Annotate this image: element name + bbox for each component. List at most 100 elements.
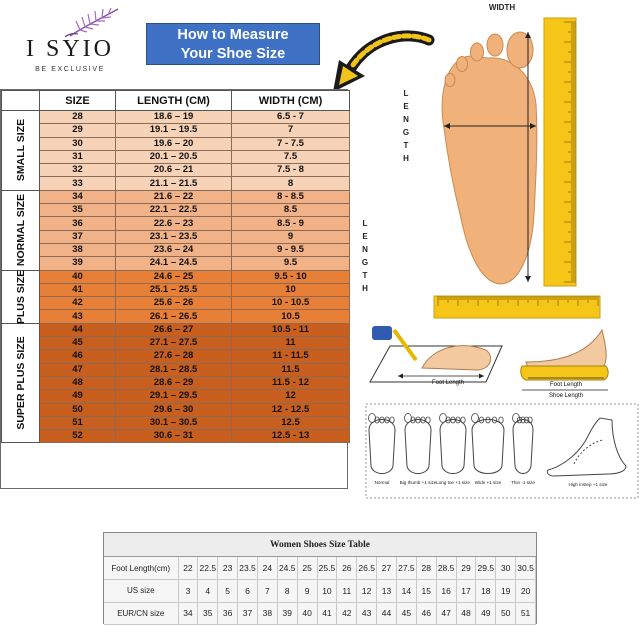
length-cell: 19.1 – 19.5 bbox=[115, 123, 232, 138]
women-size-cell: 16 bbox=[436, 579, 457, 603]
size-cell: 29 bbox=[39, 123, 116, 138]
size-cell: 30 bbox=[39, 136, 116, 151]
women-size-cell: 23.5 bbox=[237, 557, 258, 580]
women-size-cell: 30 bbox=[495, 557, 517, 580]
length-cell: 19.6 – 20 bbox=[115, 136, 232, 151]
women-size-cell: 3 bbox=[178, 579, 199, 603]
foot-type-outline-icon: Thin -1 size bbox=[511, 413, 535, 485]
women-size-cell: 37 bbox=[237, 602, 258, 625]
women-size-cell: 44 bbox=[376, 602, 397, 625]
women-size-cell: 45 bbox=[396, 602, 417, 625]
women-size-cell: 12 bbox=[356, 579, 378, 603]
size-cell: 48 bbox=[39, 375, 116, 391]
size-cell: 39 bbox=[39, 256, 116, 271]
size-cell: 40 bbox=[39, 269, 116, 284]
size-row: NORMAL SIZE 34 21.6 – 22 8 - 8.5 bbox=[1, 189, 350, 271]
size-cell: 52 bbox=[39, 429, 116, 444]
length-cell: 26.1 – 26.5 bbox=[115, 309, 232, 324]
size-row: 31 20.1 – 20.5 7.5 bbox=[2, 149, 350, 165]
size-group-cell: PLUS SIZE bbox=[1, 269, 40, 324]
header-group bbox=[1, 90, 40, 111]
length-cell: 20.6 – 21 bbox=[115, 163, 232, 178]
length-cell: 29.6 – 30 bbox=[115, 402, 232, 417]
women-size-cell: 50 bbox=[495, 602, 517, 625]
women-size-cell: 36 bbox=[217, 602, 239, 625]
header-width: WIDTH (CM) bbox=[231, 90, 350, 111]
women-size-cell: 27 bbox=[376, 557, 397, 580]
length-cell: 28.1 – 28.5 bbox=[115, 362, 232, 377]
size-group-cell: SMALL SIZE bbox=[1, 110, 40, 191]
length-cell: 24.1 – 24.5 bbox=[115, 256, 232, 271]
title-line-2: Your Shoe Size bbox=[180, 46, 286, 62]
women-size-row-label: Foot Length(cm) bbox=[104, 557, 179, 580]
women-size-cell: 48 bbox=[456, 602, 477, 625]
women-size-cell: 46 bbox=[416, 602, 437, 625]
foot-type-outline-icon: Normal bbox=[368, 413, 396, 485]
width-cell: 12 bbox=[231, 389, 350, 404]
length-cell: 18.6 – 19 bbox=[115, 109, 232, 125]
size-row: 35 22.1 – 22.5 8.5 bbox=[2, 203, 350, 218]
size-row: 37 23.1 – 23.5 9 bbox=[2, 229, 350, 244]
size-cell: 34 bbox=[39, 189, 116, 205]
size-cell: 36 bbox=[39, 216, 116, 231]
foot-sole-icon bbox=[441, 31, 538, 285]
women-size-cell: 10 bbox=[317, 579, 338, 603]
width-cell: 7 bbox=[231, 123, 350, 138]
length-cell: 30.6 – 31 bbox=[115, 429, 232, 444]
size-table-header-row: SIZE LENGTH (CM) WIDTH (CM) bbox=[1, 90, 350, 111]
length-cell: 29.1 – 29.5 bbox=[115, 389, 232, 404]
size-row: 39 24.1 – 24.5 9.5 bbox=[2, 256, 350, 271]
size-cell: 28 bbox=[39, 109, 116, 125]
size-row: 48 28.6 – 29 11.5 - 12 bbox=[2, 375, 350, 391]
women-size-cell: 51 bbox=[515, 602, 536, 625]
women-size-row: Foot Length(cm) 22 22.5 23 23.5 24 24.5 25 25.5 2… bbox=[104, 557, 536, 580]
women-size-cell: 28.5 bbox=[436, 557, 457, 580]
size-cell: 49 bbox=[39, 389, 116, 404]
high-instep-foot-icon: High instep +1 size bbox=[546, 417, 627, 487]
foot-type-label: Wide +1 size bbox=[475, 480, 502, 485]
size-row: 32 20.6 – 21 7.5 - 8 bbox=[2, 163, 350, 178]
size-cell: 35 bbox=[39, 203, 116, 218]
size-row: PLUS SIZE 40 24.6 – 25 9.5 - 10 bbox=[1, 269, 350, 324]
width-cell: 8 bbox=[231, 176, 350, 191]
width-cell: 8 - 8.5 bbox=[231, 189, 350, 205]
size-cell: 41 bbox=[39, 282, 116, 298]
width-cell: 10 - 10.5 bbox=[231, 296, 350, 311]
size-group-label: SMALL SIZE bbox=[14, 119, 27, 182]
length-cell: 22.6 – 23 bbox=[115, 216, 232, 231]
size-row: SUPER PLUS SIZE 44 26.6 – 27 10.5 - 11 bbox=[1, 322, 350, 444]
size-group-label: SUPER PLUS SIZE bbox=[14, 336, 27, 430]
size-cell: 33 bbox=[39, 176, 116, 191]
foot-types-panel: Normal Big thumb +1 size Long toe +1 size W… bbox=[365, 403, 639, 499]
foot-type-label: Big thumb +1 size bbox=[400, 480, 437, 485]
size-row: 33 21.1 – 21.5 8 bbox=[2, 176, 350, 191]
size-cell: 38 bbox=[39, 242, 116, 258]
size-row: 47 28.1 – 28.5 11.5 bbox=[2, 362, 350, 377]
women-size-cell: 15 bbox=[416, 579, 437, 603]
width-cell: 9 bbox=[231, 229, 350, 244]
size-row: 50 29.6 – 30 12 - 12.5 bbox=[2, 402, 350, 417]
length-cell: 20.1 – 20.5 bbox=[115, 149, 232, 165]
women-size-cell: 20 bbox=[515, 579, 536, 603]
width-cell: 9.5 bbox=[231, 256, 350, 271]
length-cell: 23.6 – 24 bbox=[115, 242, 232, 258]
women-size-cell: 35 bbox=[197, 602, 219, 625]
size-group-label: NORMAL SIZE bbox=[14, 194, 27, 267]
shoe-foot-length-caption: Foot Length bbox=[550, 382, 582, 388]
women-size-cell: 47 bbox=[436, 602, 457, 625]
size-cell: 31 bbox=[39, 149, 116, 165]
width-cell: 11 - 11.5 bbox=[231, 349, 350, 364]
size-cell: 44 bbox=[39, 322, 116, 338]
women-size-table: Women Shoes Size Table Foot Length(cm) 22… bbox=[103, 532, 537, 625]
size-row: 45 27.1 – 27.5 11 bbox=[2, 336, 350, 351]
foot-type-label: High instep +1 size bbox=[569, 482, 608, 487]
women-size-cell: 28 bbox=[416, 557, 437, 580]
women-size-cell: 18 bbox=[475, 579, 497, 603]
width-cell: 12.5 - 13 bbox=[231, 429, 350, 444]
length-cell: 28.6 – 29 bbox=[115, 375, 232, 391]
women-size-cell: 38 bbox=[257, 602, 278, 625]
size-cell: 50 bbox=[39, 402, 116, 417]
curved-arrow-icon bbox=[333, 30, 435, 92]
size-group-label: PLUS SIZE bbox=[14, 269, 27, 324]
